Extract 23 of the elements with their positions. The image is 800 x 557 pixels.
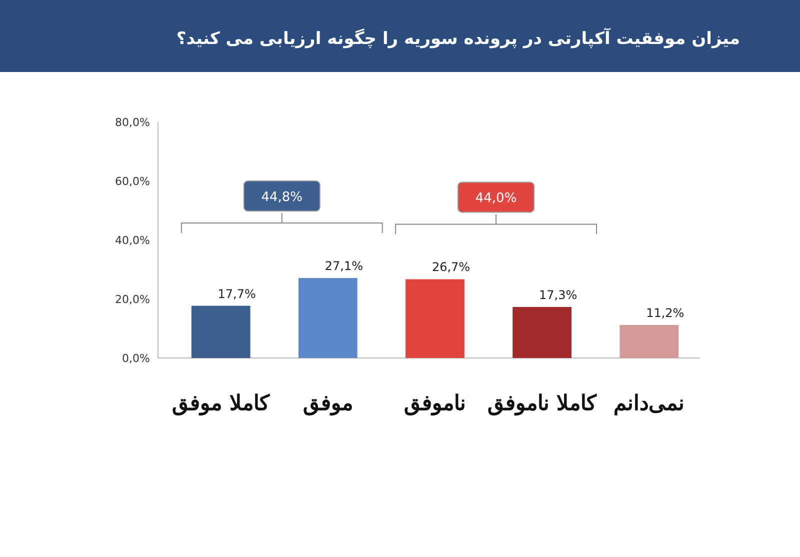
y-tick-label: 60,0% bbox=[115, 175, 150, 188]
bar bbox=[406, 279, 464, 358]
annotation: 44,8% bbox=[261, 190, 303, 206]
bar bbox=[512, 306, 572, 358]
chart-title: میزان موفقیت آکپارتی در پرونده سوریه را چگونه ارزیابی می کنید؟ bbox=[176, 27, 740, 49]
bar bbox=[620, 324, 679, 358]
data-label: 26,7% bbox=[432, 260, 470, 274]
bar bbox=[191, 306, 250, 358]
x-tick-label: ناموفق bbox=[404, 390, 466, 416]
x-tick-label: موفق bbox=[302, 390, 353, 416]
data-label: 11,2% bbox=[646, 306, 684, 320]
x-tick-label: نمی‌دانم bbox=[614, 390, 685, 416]
data-label: 27,1% bbox=[324, 259, 363, 274]
x-tick-label: کاملا موفق bbox=[172, 390, 271, 416]
annotation: 44,0% bbox=[475, 191, 517, 206]
y-tick-label: 20,0% bbox=[115, 293, 150, 306]
x-tick-label: کاملا ناموفق bbox=[487, 390, 598, 416]
y-tick-label: 0,0% bbox=[122, 352, 150, 365]
y-tick-label: 40,0% bbox=[115, 234, 150, 247]
data-label: 17,3% bbox=[539, 288, 578, 302]
y-tick-label: 80,0% bbox=[115, 116, 150, 129]
bar bbox=[298, 278, 358, 358]
data-label: 17,7% bbox=[218, 286, 256, 301]
